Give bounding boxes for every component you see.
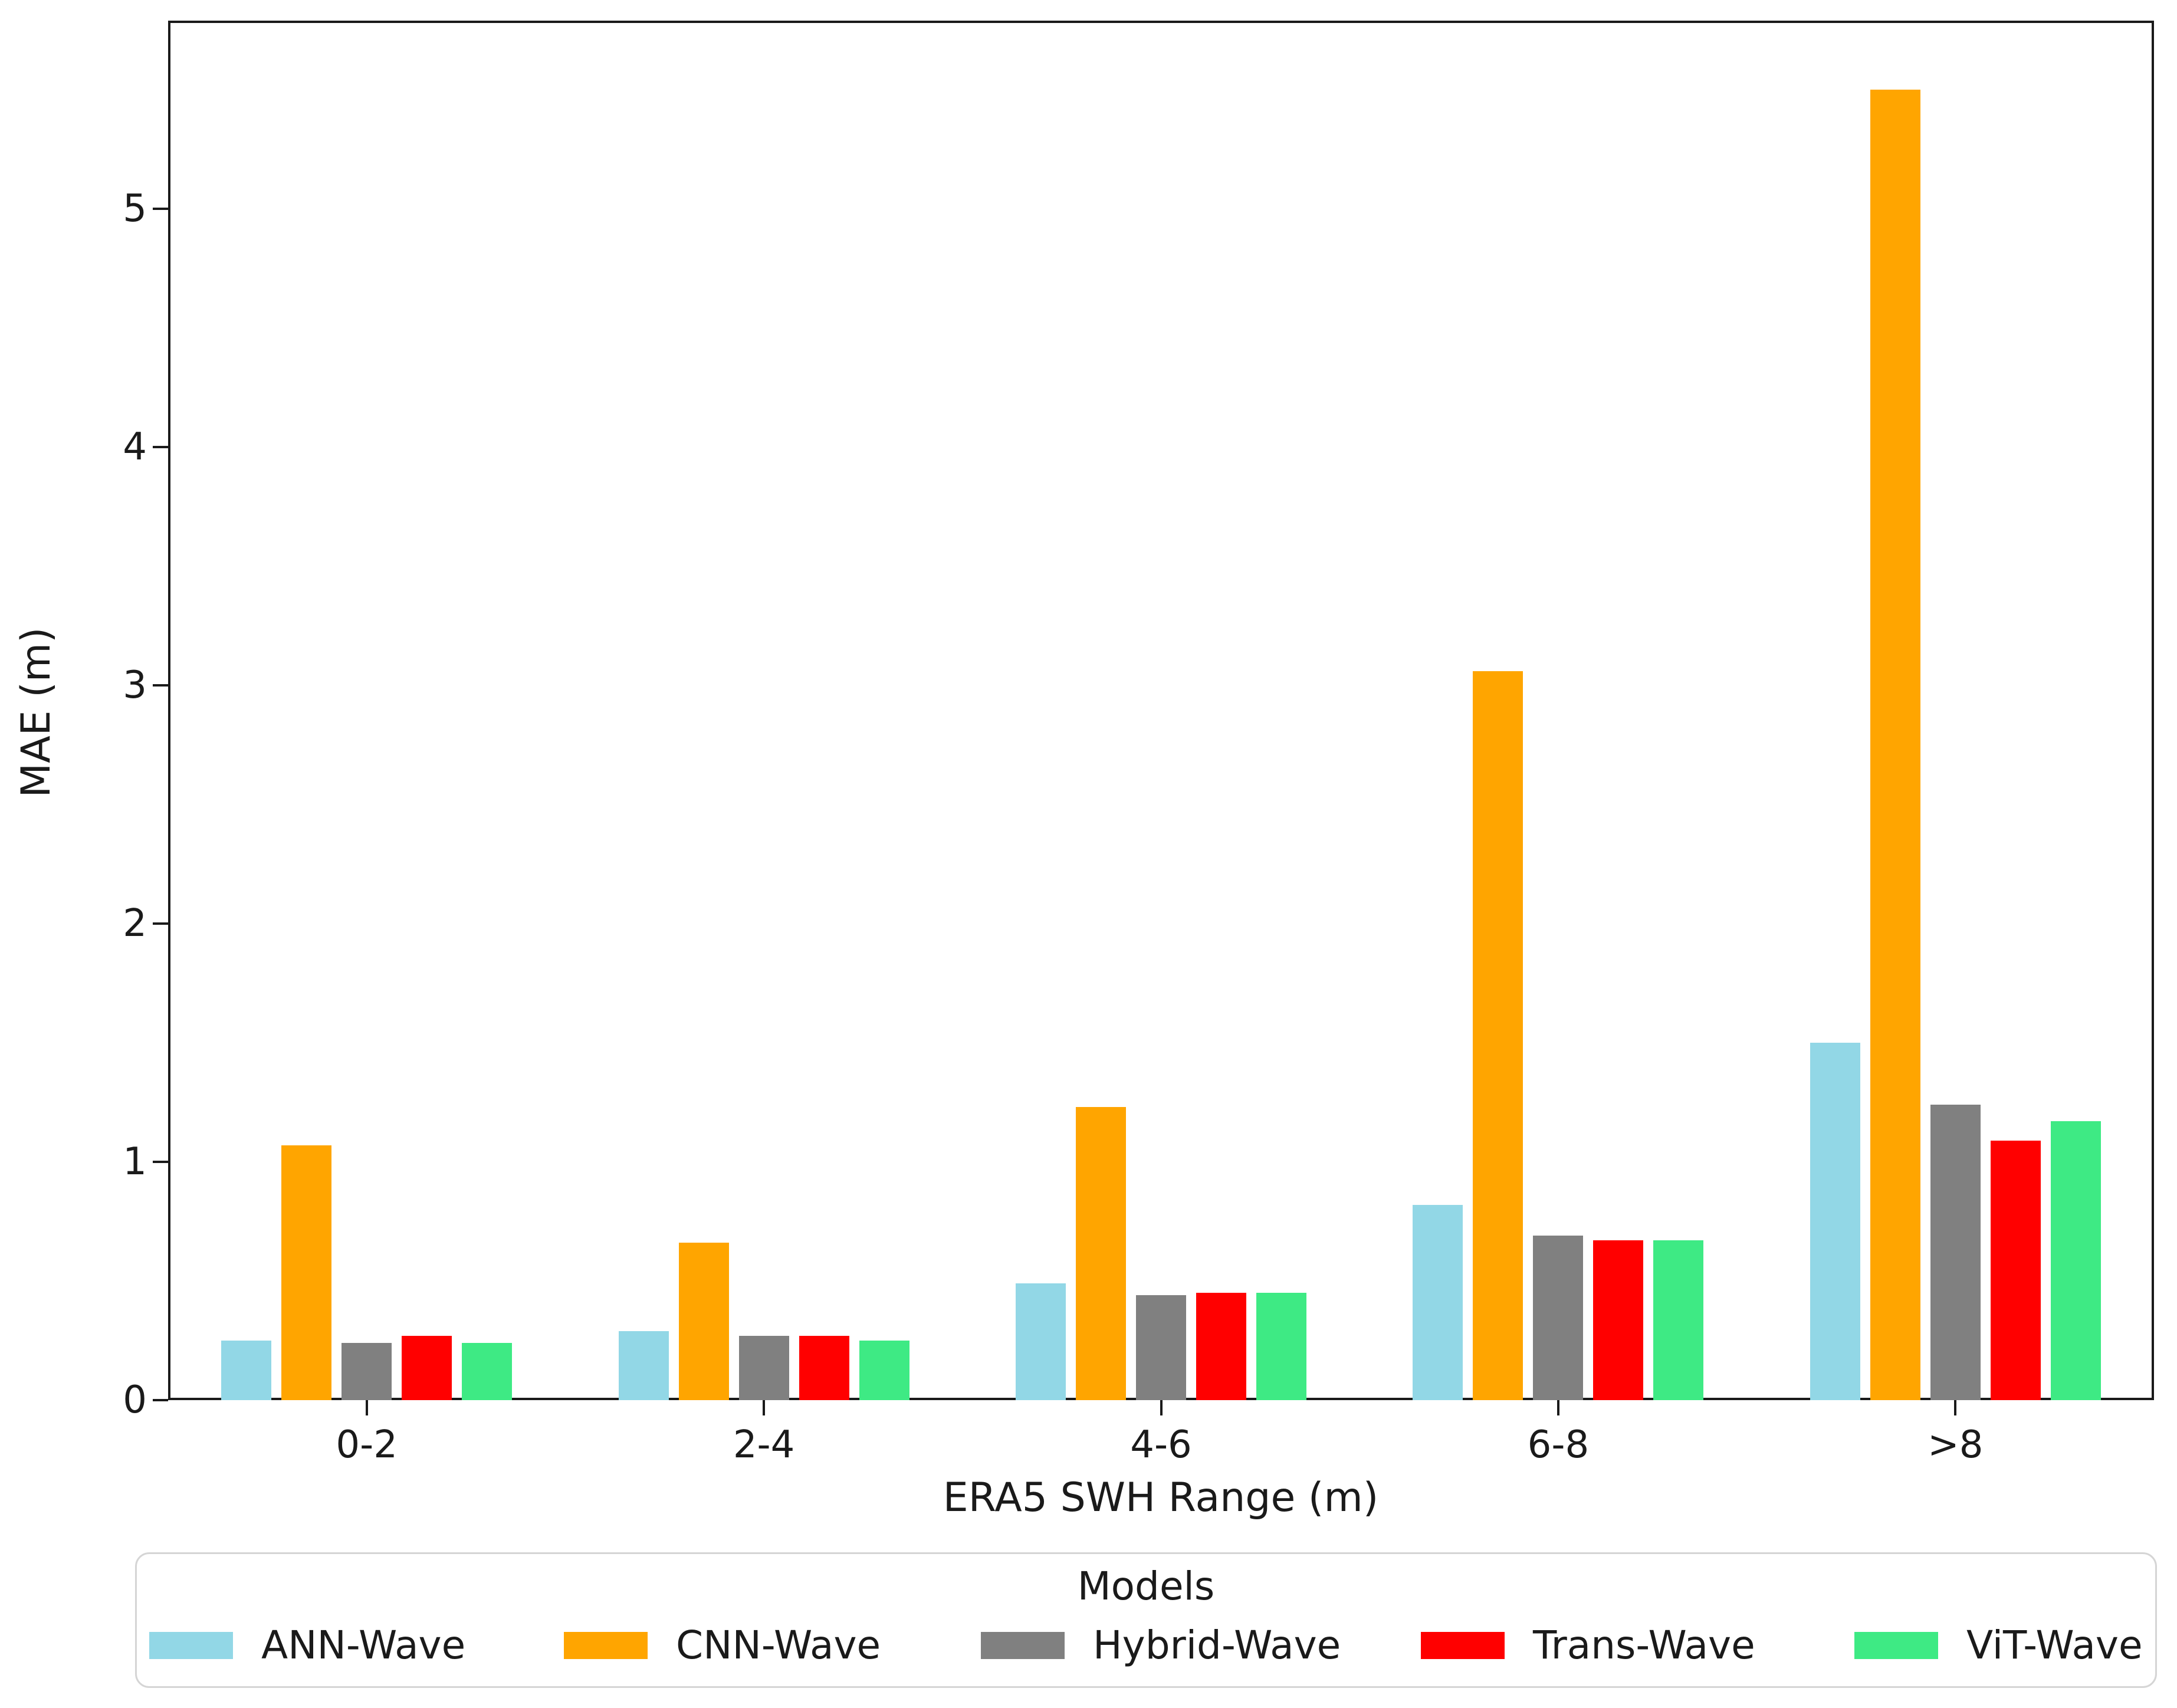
x-tick-label: 4-6 — [1130, 1423, 1192, 1467]
legend-swatch-Hybrid-Wave — [981, 1632, 1065, 1659]
bar-ANN-Wave->8 — [1810, 1043, 1860, 1400]
y-tick-mark — [153, 446, 168, 449]
legend-box — [135, 1552, 2157, 1688]
bar-ViT-Wave-6-8 — [1653, 1240, 1703, 1400]
x-tick-label: >8 — [1928, 1423, 1984, 1467]
bar-ANN-Wave-2-4 — [619, 1331, 669, 1400]
x-tick-label: 2-4 — [733, 1423, 795, 1467]
legend-label-Trans-Wave: Trans-Wave — [1533, 1622, 1755, 1668]
y-tick-mark — [153, 208, 168, 211]
legend-title: Models — [1077, 1564, 1215, 1609]
legend-label-ANN-Wave: ANN-Wave — [261, 1622, 466, 1668]
bar-CNN-Wave-2-4 — [679, 1243, 729, 1400]
bar-Trans-Wave->8 — [1991, 1141, 2041, 1400]
x-tick-label: 6-8 — [1527, 1423, 1590, 1467]
bar-CNN-Wave->8 — [1870, 90, 1920, 1400]
bar-ViT-Wave-0-2 — [462, 1343, 512, 1400]
bar-ANN-Wave-4-6 — [1016, 1283, 1066, 1400]
legend-swatch-CNN-Wave — [564, 1632, 648, 1659]
y-tick-label: 5 — [123, 187, 147, 231]
x-axis-label: ERA5 SWH Range (m) — [943, 1474, 1379, 1521]
y-tick-mark — [153, 684, 168, 687]
legend-label-ViT-Wave: ViT-Wave — [1966, 1622, 2143, 1668]
legend-label-Hybrid-Wave: Hybrid-Wave — [1093, 1622, 1341, 1668]
x-tick-mark — [763, 1400, 766, 1415]
bar-CNN-Wave-6-8 — [1473, 671, 1523, 1400]
bar-CNN-Wave-0-2 — [281, 1145, 331, 1400]
bar-Hybrid-Wave-0-2 — [342, 1343, 392, 1400]
y-tick-mark — [153, 922, 168, 925]
x-tick-mark — [1160, 1400, 1163, 1415]
bar-Hybrid-Wave-6-8 — [1533, 1236, 1583, 1400]
bar-ViT-Wave-2-4 — [859, 1341, 909, 1400]
y-axis-label: MAE (m) — [13, 627, 60, 798]
bar-ANN-Wave-6-8 — [1413, 1205, 1463, 1400]
x-tick-mark — [365, 1400, 368, 1415]
bar-Hybrid-Wave-4-6 — [1136, 1295, 1186, 1400]
x-tick-mark — [1954, 1400, 1957, 1415]
y-tick-label: 1 — [123, 1140, 147, 1184]
y-tick-mark — [153, 1399, 168, 1401]
bar-Trans-Wave-6-8 — [1593, 1240, 1643, 1400]
bar-Hybrid-Wave->8 — [1930, 1105, 1981, 1400]
x-tick-mark — [1557, 1400, 1559, 1415]
y-tick-mark — [153, 1161, 168, 1164]
y-tick-label: 3 — [123, 664, 147, 708]
bar-ViT-Wave->8 — [2051, 1121, 2101, 1400]
bar-ViT-Wave-4-6 — [1256, 1293, 1306, 1400]
bar-Trans-Wave-0-2 — [402, 1336, 452, 1400]
bar-Trans-Wave-2-4 — [799, 1336, 849, 1400]
legend-swatch-Trans-Wave — [1421, 1632, 1505, 1659]
x-tick-label: 0-2 — [336, 1423, 398, 1467]
y-tick-label: 0 — [123, 1378, 147, 1422]
bar-Hybrid-Wave-2-4 — [739, 1336, 789, 1400]
bar-CNN-Wave-4-6 — [1076, 1107, 1126, 1400]
legend-label-CNN-Wave: CNN-Wave — [676, 1622, 881, 1668]
bar-Trans-Wave-4-6 — [1196, 1293, 1246, 1400]
y-tick-label: 2 — [123, 902, 147, 946]
legend-swatch-ANN-Wave — [149, 1632, 233, 1659]
legend-swatch-ViT-Wave — [1854, 1632, 1938, 1659]
y-tick-label: 4 — [123, 425, 147, 469]
bar-ANN-Wave-0-2 — [221, 1341, 271, 1400]
